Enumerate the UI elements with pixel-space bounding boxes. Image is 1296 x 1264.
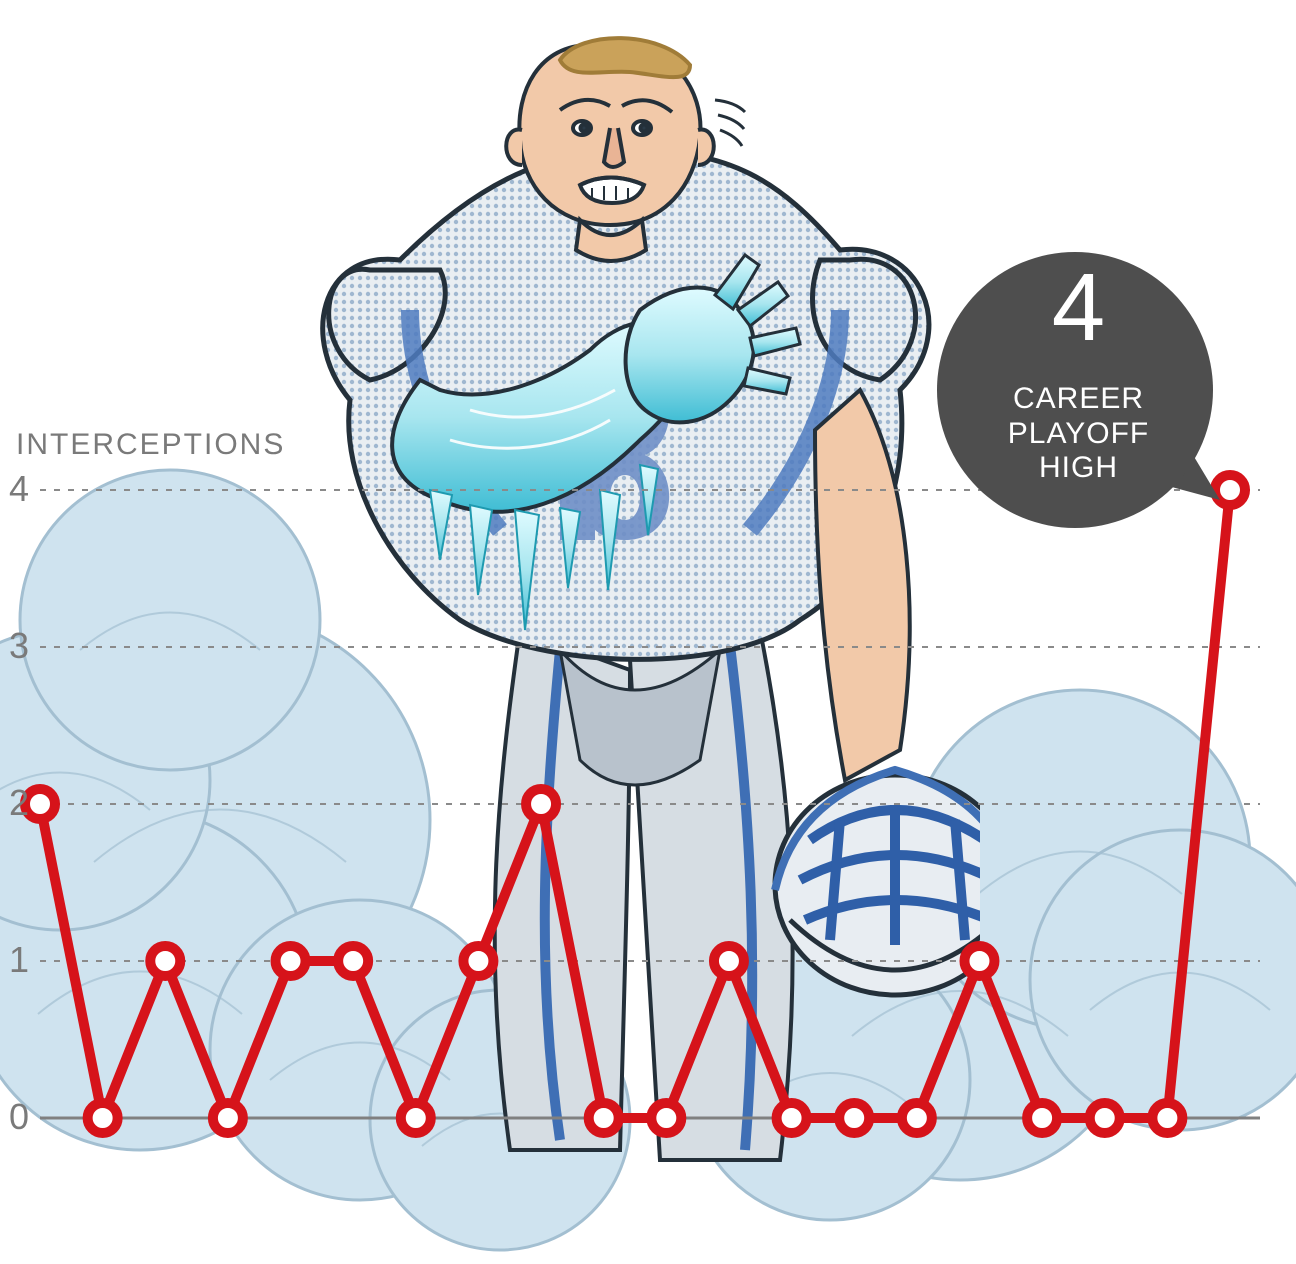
interceptions-line-chart: [0, 0, 1296, 1264]
y-tick-label: 4: [2, 468, 36, 510]
y-tick-label: 2: [2, 782, 36, 824]
callout-bubble: 4 CAREER PLAYOFF HIGH: [907, 222, 1250, 558]
y-tick-label: 1: [2, 939, 36, 981]
callout-label: CAREER PLAYOFF HIGH: [907, 382, 1250, 486]
y-axis-title: INTERCEPTIONS: [16, 428, 285, 462]
y-tick-label: 0: [2, 1096, 36, 1138]
infographic-stage: INTERCEPTIONS 0 1 2 3 4 4 CAREER PLAYOFF HIG…: [0, 0, 1296, 1264]
callout-number: 4: [907, 260, 1250, 356]
y-tick-label: 3: [2, 625, 36, 667]
